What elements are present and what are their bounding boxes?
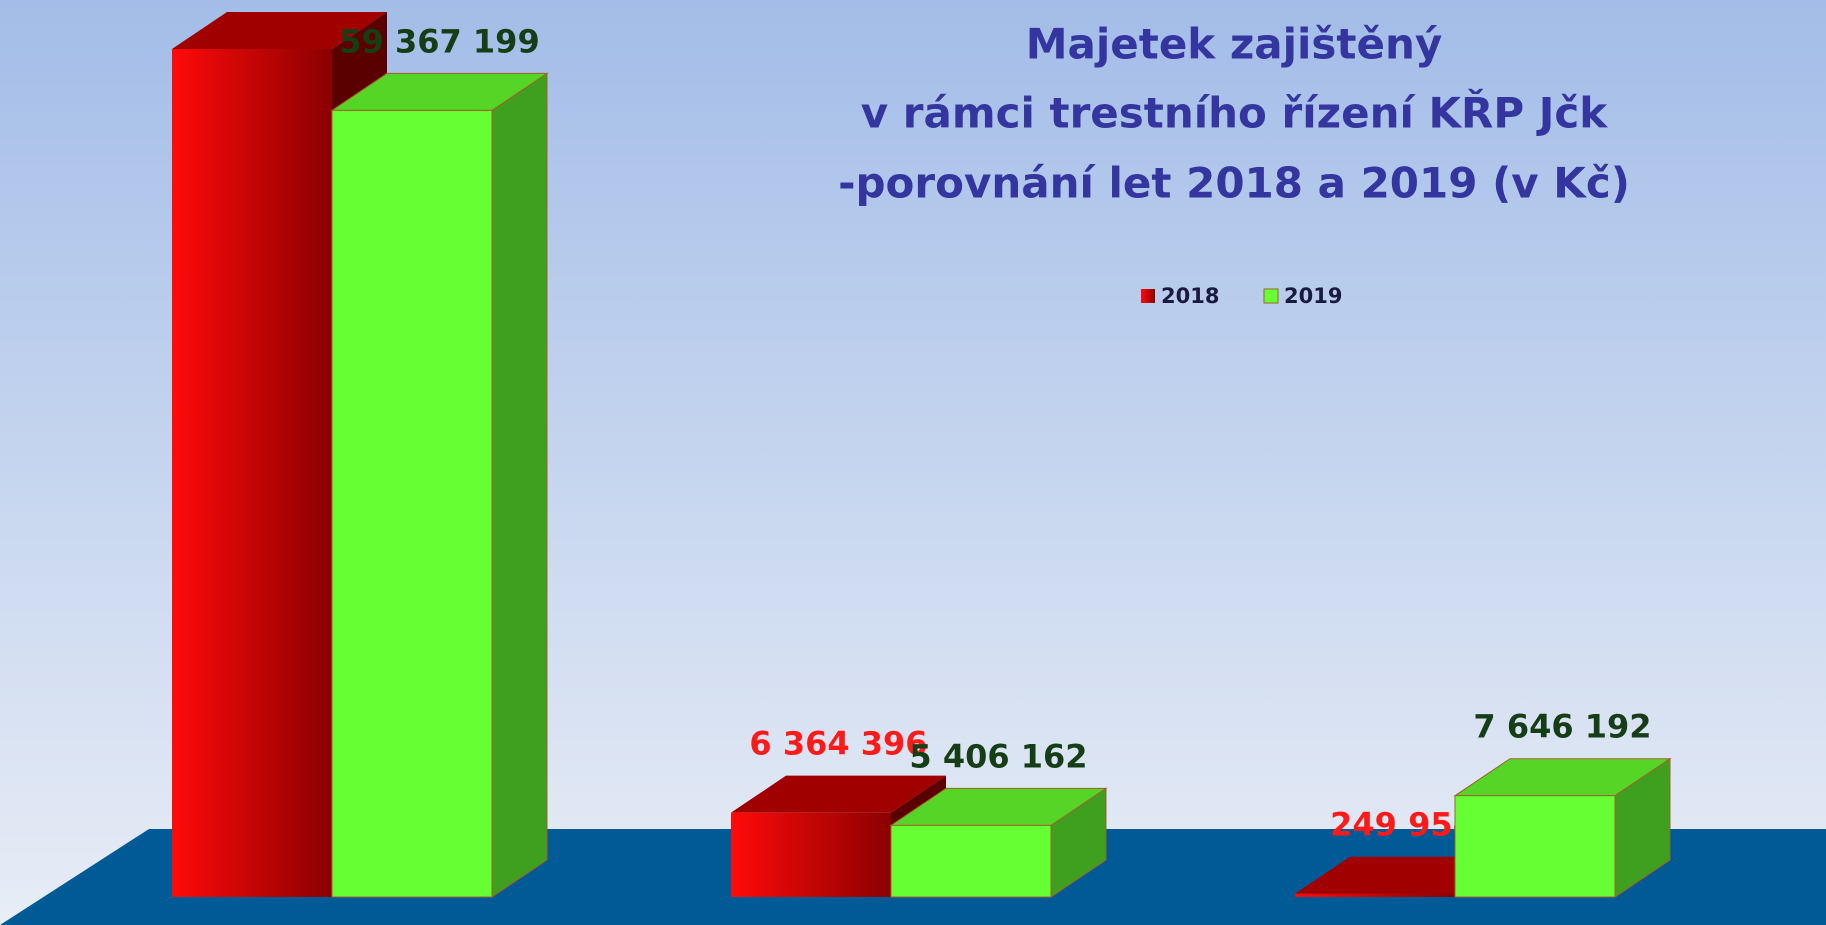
bar-side	[491, 72, 548, 898]
bar-top	[172, 12, 387, 49]
data-label: 6 364 396	[749, 725, 927, 763]
chart-title: Majetek zajištěný	[1026, 20, 1443, 69]
legend-label: 2019	[1284, 284, 1342, 308]
data-label: 59 367 199	[339, 22, 539, 60]
chart-title: v rámci trestního řízení KŘP Jčk	[861, 88, 1609, 138]
legend-swatch	[1263, 288, 1279, 304]
data-label: 249 954	[1330, 806, 1475, 844]
bar	[890, 824, 1052, 898]
data-label: 5 406 162	[909, 737, 1087, 775]
data-label: 7 646 192	[1473, 708, 1651, 746]
bar-top	[731, 775, 946, 813]
bar	[172, 49, 332, 897]
legend-swatch	[1141, 289, 1155, 303]
chart-title: -porovnání let 2018 a 2019 (v Kč)	[838, 159, 1630, 208]
legend-label: 2018	[1161, 284, 1219, 308]
bar	[731, 812, 891, 897]
bar	[1295, 893, 1455, 897]
bar	[331, 109, 493, 898]
bar	[1454, 795, 1616, 898]
